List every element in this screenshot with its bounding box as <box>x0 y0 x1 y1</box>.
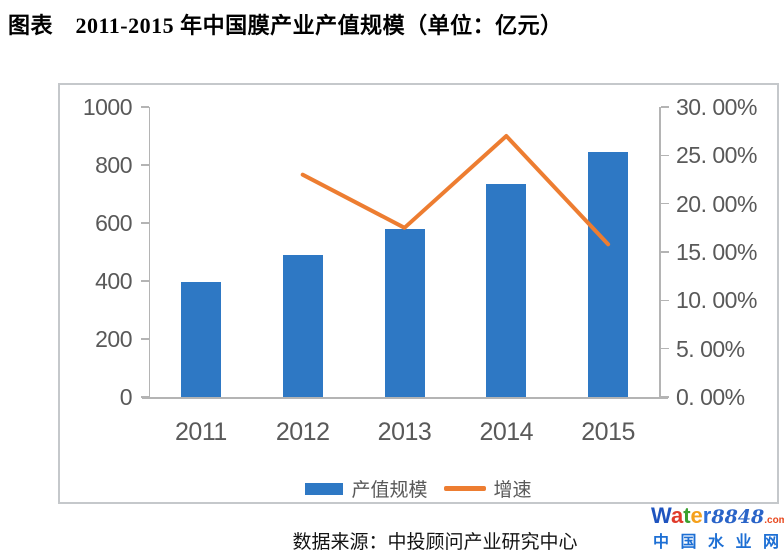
logo-letter-a: a <box>670 503 684 528</box>
bar-2014 <box>486 183 527 397</box>
right-axis-tick-label: 10. 00% <box>676 287 757 314</box>
right-axis-tick <box>660 299 669 302</box>
right-axis-tick-label: 0. 00% <box>676 384 745 410</box>
logo-site-name: 中国水业网 <box>651 533 781 553</box>
chart-legend: 产值规模 增速 <box>60 475 777 502</box>
left-axis-tick <box>141 222 149 224</box>
logo-tld: .com <box>764 515 784 526</box>
right-axis-tick <box>660 396 669 398</box>
x-axis-label-2015: 2015 <box>581 418 635 446</box>
logo-wordmark: Water8848.com <box>651 504 784 533</box>
x-axis-label-2014: 2014 <box>479 418 534 446</box>
primary-y-axis-line <box>148 107 150 397</box>
bar-2013 <box>384 228 425 397</box>
left-axis-tick-label: 800 <box>95 152 132 178</box>
logo-site-char: 网 <box>762 534 779 551</box>
bar-2011 <box>180 282 221 397</box>
left-axis-tick <box>141 396 149 398</box>
right-axis-tick-label: 25. 00% <box>676 142 757 169</box>
logo-water-letters: Water <box>651 504 711 528</box>
x-axis-label-2013: 2013 <box>377 418 432 446</box>
logo-letter-W: W <box>651 503 671 528</box>
right-axis-tick <box>660 106 669 108</box>
chart-title: 图表 2011-2015 年中国膜产业产值规模（单位：亿元） <box>8 13 563 38</box>
secondary-y-axis-line <box>659 107 661 397</box>
logo-site-char: 业 <box>735 534 752 551</box>
left-axis-tick <box>141 164 149 166</box>
legend-bar-swatch <box>305 482 344 495</box>
logo-letter-e: e <box>690 503 703 528</box>
logo-number: 8848 <box>711 506 765 528</box>
right-axis-tick <box>660 251 669 253</box>
legend-label-bar: 产值规模 <box>351 480 428 501</box>
logo-site-char: 国 <box>680 534 697 551</box>
left-axis-tick-label: 600 <box>95 210 132 236</box>
right-axis-tick-label: 30. 00% <box>676 94 757 120</box>
logo-site-char: 水 <box>707 534 724 551</box>
left-axis-tick <box>141 338 149 340</box>
left-axis-tick-label: 200 <box>95 326 132 352</box>
left-axis-tick-label: 400 <box>95 268 132 294</box>
bar-2012 <box>282 254 323 397</box>
left-axis-tick <box>141 280 149 282</box>
logo-site-char: 中 <box>653 534 670 551</box>
bar-2015 <box>588 151 629 397</box>
x-axis-label-2011: 2011 <box>175 418 227 446</box>
water8848-logo: Water8848.com 中国水业网 <box>651 504 784 553</box>
right-axis-tick-label: 20. 00% <box>676 190 757 217</box>
right-axis-tick-label: 15. 00% <box>676 239 757 265</box>
logo-letter-r: r <box>702 503 712 528</box>
right-axis-tick-label: 5. 00% <box>676 335 745 362</box>
left-axis-tick-label: 1000 <box>82 94 133 120</box>
data-source-note: 数据来源：中投顾问产业研究中心 <box>292 532 578 553</box>
logo-letter-t: t <box>683 503 691 528</box>
left-axis-tick <box>141 106 149 108</box>
right-axis-tick <box>660 154 669 157</box>
right-axis-tick <box>660 347 669 350</box>
legend-label-line: 增速 <box>493 480 532 501</box>
legend-line-swatch <box>443 486 486 491</box>
x-axis-label-2012: 2012 <box>275 418 330 446</box>
right-axis-tick <box>660 202 669 205</box>
plot-area: 1000 800 600 400 200 0 30. 00% 25. 00% 20. 00% 15… <box>60 85 777 502</box>
left-axis-tick-label: 0 <box>119 384 133 410</box>
chart-frame: 1000 800 600 400 200 0 30. 00% 25. 00% 20. 00% 15… <box>58 83 779 504</box>
x-axis-line <box>142 397 668 399</box>
